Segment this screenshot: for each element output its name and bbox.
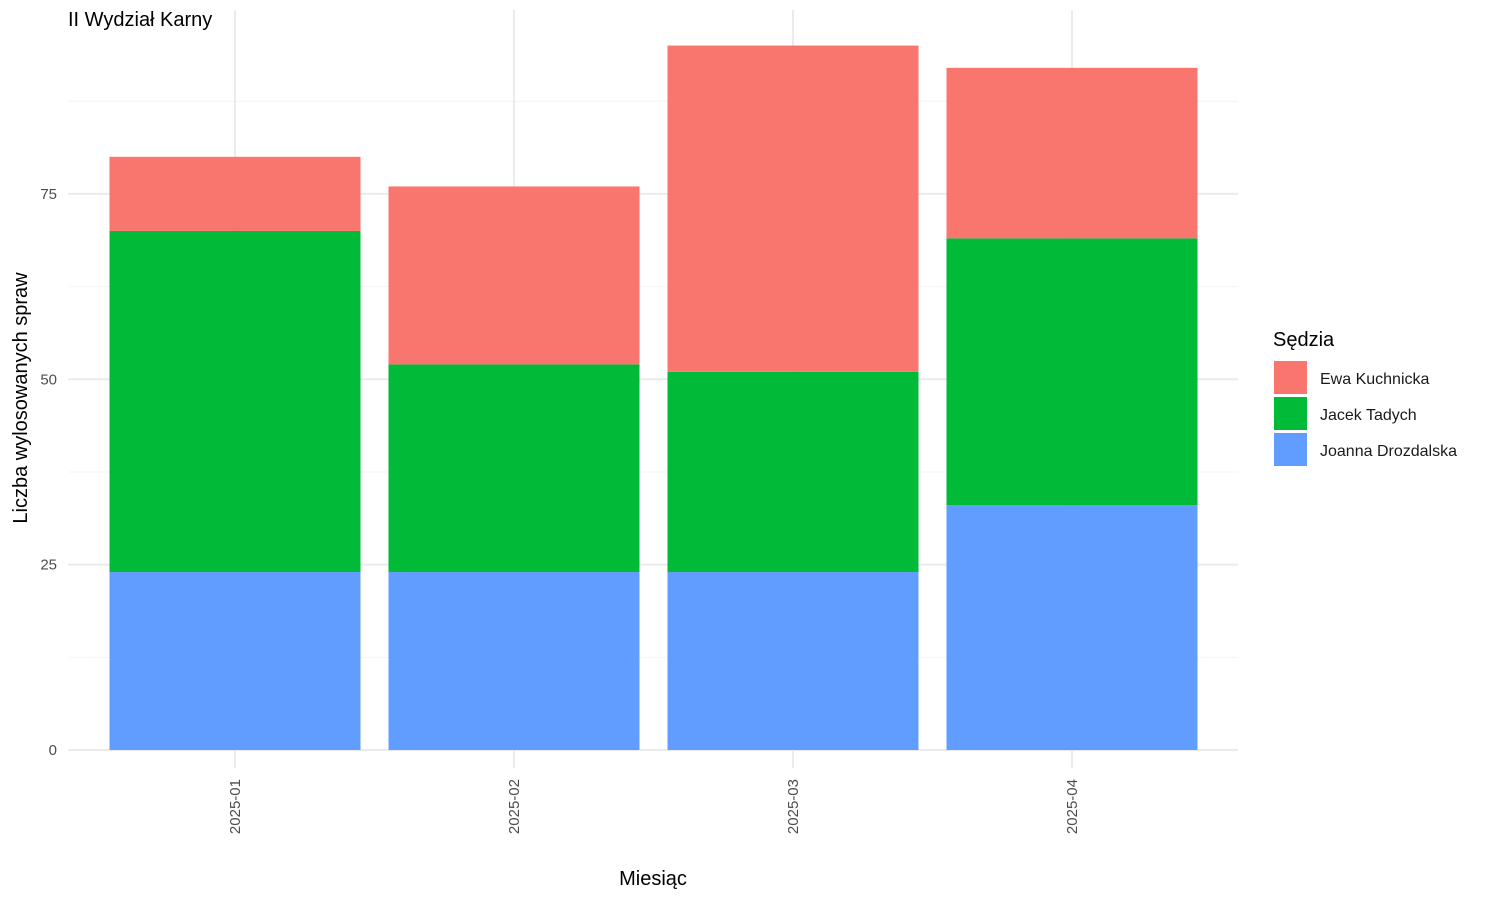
chart-title: II Wydział Karny: [68, 9, 212, 31]
bar-segment: [946, 67, 1198, 239]
x-tick-label: 2025-04: [1064, 779, 1081, 834]
bar-segment: [667, 371, 919, 573]
x-tick-label: 2025-03: [785, 779, 802, 834]
bar-segment: [388, 364, 640, 573]
bar-segment: [946, 238, 1198, 506]
legend-swatch: [1274, 433, 1307, 466]
legend: Sędzia Ewa Kuchnicka Jacek Tadych Joanna D…: [1273, 329, 1457, 466]
bar-segment: [946, 505, 1198, 750]
y-tick-label: 75: [40, 186, 57, 203]
legend-title: Sędzia: [1273, 329, 1335, 351]
legend-label: Joanna Drozdalska: [1320, 443, 1457, 460]
legend-swatch: [1274, 397, 1307, 430]
legend-label: Ewa Kuchnicka: [1320, 371, 1429, 388]
y-tick-label: 25: [40, 557, 57, 574]
bar-segment: [388, 186, 640, 365]
y-tick-label: 0: [49, 742, 57, 759]
x-tick-label: 2025-01: [227, 779, 244, 834]
bar-segment: [109, 572, 361, 750]
bar-segment: [667, 572, 919, 750]
bar-segment: [109, 156, 361, 231]
y-axis-ticks: 0 25 50 75: [40, 186, 57, 759]
y-tick-label: 50: [40, 371, 57, 388]
x-tick-label: 2025-02: [506, 779, 523, 834]
y-axis-title: Liczba wylosowanych spraw: [10, 272, 32, 524]
legend-swatch: [1274, 361, 1307, 394]
bar-segment: [109, 230, 361, 573]
x-axis-ticks: 2025-01 2025-02 2025-03 2025-04: [227, 779, 1081, 834]
legend-label: Jacek Tadych: [1320, 407, 1417, 424]
bar-segment: [388, 572, 640, 750]
bars-layer: [109, 45, 1198, 750]
x-axis-title: Miesiąc: [619, 868, 687, 890]
bar-segment: [667, 45, 919, 372]
legend-items: Ewa Kuchnicka Jacek Tadych Joanna Drozdals…: [1274, 361, 1457, 466]
